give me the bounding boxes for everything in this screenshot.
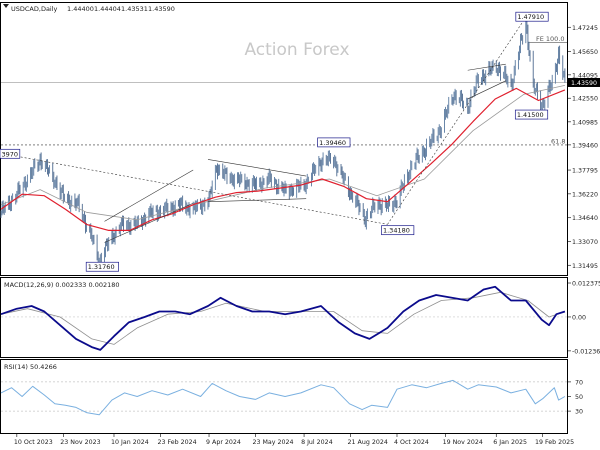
annotation-high-2-box bbox=[317, 137, 351, 148]
time-axis-label: 6 Jan 2025 bbox=[493, 439, 527, 446]
sma-gray-line bbox=[0, 85, 565, 221]
time-axis-label: 19 Nov 2024 bbox=[443, 439, 483, 446]
annotation-low-1-box bbox=[514, 109, 549, 120]
price-axis-label: 1.36220 bbox=[572, 191, 598, 198]
annotation-left-box bbox=[0, 148, 21, 159]
ohlc-open: 1.44400 bbox=[67, 5, 94, 13]
annotation-low-2-box bbox=[381, 225, 415, 236]
trend-line bbox=[104, 169, 194, 222]
trend-line bbox=[467, 63, 506, 71]
ohlc-close: 1.43590 bbox=[148, 5, 175, 13]
dropdown-triangle-icon[interactable] bbox=[3, 4, 9, 8]
trend-line bbox=[207, 159, 307, 177]
macd-axis-label: 0.012375 bbox=[572, 281, 600, 288]
time-axis-label: 21 Aug 2024 bbox=[348, 439, 388, 446]
price-axis-label: 1.40985 bbox=[572, 119, 598, 126]
symbol-title: USDCAD,Daily bbox=[11, 5, 58, 13]
current-price-label: 1.43590 bbox=[571, 80, 597, 87]
time-axis-label: 8 Jul 2024 bbox=[301, 439, 333, 446]
time-axis-label: 4 Oct 2024 bbox=[394, 439, 429, 446]
macd-line bbox=[0, 285, 566, 351]
price-axis-label: 1.44095 bbox=[572, 72, 598, 79]
rsi-axis-label: 30 bbox=[575, 409, 583, 416]
annotation-low-2: 1.34180 bbox=[383, 227, 410, 235]
price-axis-label: 1.34640 bbox=[572, 215, 598, 222]
watermark: Action Forex bbox=[244, 40, 349, 60]
price-panel-frame bbox=[0, 2, 568, 276]
trend-line bbox=[0, 153, 388, 225]
price-axis-label: 1.37795 bbox=[572, 168, 598, 175]
time-axis-label: 23 Nov 2023 bbox=[60, 439, 100, 446]
price-axis-label: 1.45650 bbox=[572, 49, 598, 56]
fib-618-label: 61.8 bbox=[551, 137, 565, 145]
annotation-high: 1.47910 bbox=[517, 13, 544, 21]
ohlc-high: 1.44404 bbox=[94, 5, 121, 13]
ohlc-low: 1.43531 bbox=[121, 5, 148, 13]
trend-line bbox=[104, 202, 194, 243]
price-axis-label: 1.39460 bbox=[572, 142, 598, 149]
annotation-low-3: 1.31760 bbox=[88, 263, 115, 271]
macd-signal-line bbox=[0, 291, 566, 345]
annotation-left: 3970 bbox=[2, 150, 19, 158]
rsi-axis-label: 70 bbox=[575, 379, 583, 386]
price-axis-label: 1.31495 bbox=[572, 263, 598, 270]
price-axis-label: 1.47245 bbox=[572, 25, 598, 32]
rsi-axis-label: 50 bbox=[575, 394, 583, 401]
price-axis-label: 1.33070 bbox=[572, 239, 598, 246]
macd-title: MACD(12,26,9) 0.002333 0.002180 bbox=[4, 281, 120, 289]
time-axis-label: 23 May 2024 bbox=[252, 439, 293, 446]
annotation-high-2: 1.39460 bbox=[319, 139, 346, 147]
time-axis-label: 23 Feb 2024 bbox=[157, 439, 196, 446]
trend-line bbox=[207, 198, 307, 203]
macd-axis-label: 0.00 bbox=[572, 314, 586, 321]
time-axis-label: 19 Feb 2025 bbox=[535, 439, 574, 446]
annotation-low-3-box bbox=[85, 261, 119, 272]
rsi-title: RSI(14) 50.4266 bbox=[4, 363, 57, 371]
trend-line bbox=[387, 17, 527, 225]
trend-line bbox=[467, 80, 506, 100]
price-axis-label: 1.42550 bbox=[572, 96, 598, 103]
current-price-tag bbox=[567, 77, 600, 87]
time-axis-label: 10 Oct 2023 bbox=[14, 439, 53, 446]
annotation-low-1: 1.41500 bbox=[517, 111, 544, 119]
sma-red-line bbox=[0, 87, 566, 231]
rsi-line bbox=[0, 379, 566, 416]
time-axis-label: 10 Jan 2024 bbox=[111, 439, 149, 446]
macd-panel-frame bbox=[0, 277, 568, 358]
time-axis-label: 9 Apr 2024 bbox=[206, 439, 241, 446]
fe-100-label: FE 100.0 bbox=[536, 35, 565, 43]
annotation-high-box bbox=[515, 11, 549, 22]
